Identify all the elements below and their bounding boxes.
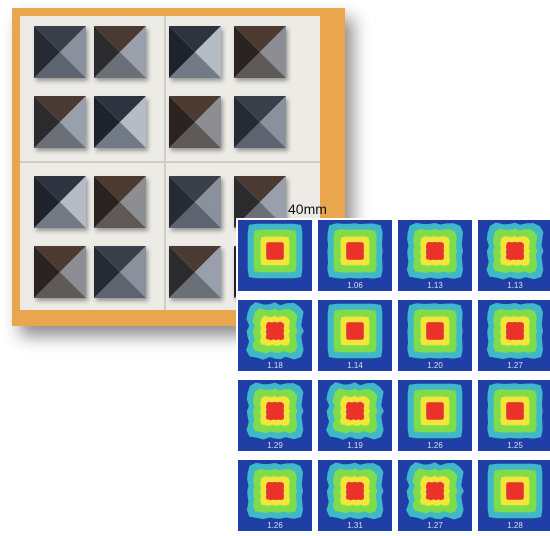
heatmap-cell: 1.19 (318, 380, 392, 451)
pyramid-specimen (169, 246, 221, 298)
pyramid-specimen (34, 96, 86, 148)
heatmap-cell-label: 1.14 (347, 361, 363, 370)
pyramid-specimen (234, 96, 286, 148)
heatmap-cell: 1.25 (478, 380, 550, 451)
heat-zone-peak (346, 322, 364, 340)
heatmap-cell: 1.13 (478, 220, 550, 291)
heatmap-cell (238, 220, 312, 291)
heatmap-cell: 1.27 (398, 460, 472, 531)
heatmap-cell-label: 1.29 (267, 441, 283, 450)
heatmap-cell: 1.06 (318, 220, 392, 291)
heatmap-cell-label: 1.13 (427, 281, 443, 290)
heatmap-cell-label: 1.27 (507, 361, 523, 370)
heat-zone-peak (265, 321, 285, 341)
heatmap-cell: 1.29 (238, 380, 312, 451)
heatmap-cell-label: 1.19 (347, 441, 363, 450)
heatmap-cell-label: 1.27 (427, 521, 443, 530)
heat-zone-peak (426, 402, 444, 420)
pyramid-specimen (234, 26, 286, 78)
heatmap-cell-label: 1.26 (267, 521, 283, 530)
heat-zone-peak (505, 241, 525, 261)
heat-zone-peak (345, 481, 365, 501)
heat-zone-peak (505, 321, 525, 341)
heatmap-cell-label: 1.28 (507, 521, 523, 530)
pyramid-specimen (34, 176, 86, 228)
pyramid-specimen (94, 96, 146, 148)
heatmap-cell-label: 1.13 (507, 281, 523, 290)
heatmap-cell-label: 1.26 (427, 441, 443, 450)
board-seam (20, 161, 320, 163)
heatmap-grid: 1.06 1.13 1.13 1.18 1.14 1.20 1.27 1.29 1.19 1.26… (236, 218, 550, 536)
heat-zone-peak (345, 401, 365, 421)
heat-zone-peak (425, 481, 445, 501)
heatmap-cell: 1.26 (398, 380, 472, 451)
heatmap-cell: 1.28 (478, 460, 550, 531)
heat-zone-peak (426, 322, 444, 340)
heatmap-cell: 1.26 (238, 460, 312, 531)
heatmap-cell: 1.13 (398, 220, 472, 291)
heatmap-cell: 1.27 (478, 300, 550, 371)
heatmap-cell: 1.31 (318, 460, 392, 531)
heatmap-cell-label: 1.31 (347, 521, 363, 530)
heatmap-cell-label: 1.20 (427, 361, 443, 370)
heatmap-cell: 1.18 (238, 300, 312, 371)
heat-zone-peak (265, 481, 285, 501)
heat-zone-peak (506, 402, 524, 420)
heatmap-cell-label: 1.18 (267, 361, 283, 370)
heatmap-cell: 1.14 (318, 300, 392, 371)
pyramid-specimen (94, 176, 146, 228)
heat-zone-peak (506, 482, 524, 500)
pyramid-specimen (169, 176, 221, 228)
pyramid-specimen (94, 26, 146, 78)
specimen-photo (12, 8, 345, 326)
heat-zone-peak (425, 241, 445, 261)
pyramid-specimen (94, 246, 146, 298)
heatmap-cell: 1.20 (398, 300, 472, 371)
heatmap-cell-label: 1.06 (347, 281, 363, 290)
heat-zone-peak (265, 401, 285, 421)
pyramid-specimen (34, 246, 86, 298)
pyramid-specimen (34, 26, 86, 78)
heat-zone-peak (266, 242, 284, 260)
pyramid-specimen (169, 96, 221, 148)
heat-zone-peak (346, 242, 364, 260)
pyramid-specimen (169, 26, 221, 78)
scale-label: 40mm (288, 201, 327, 217)
heatmap-cell-label: 1.25 (507, 441, 523, 450)
board-seam (164, 16, 166, 310)
